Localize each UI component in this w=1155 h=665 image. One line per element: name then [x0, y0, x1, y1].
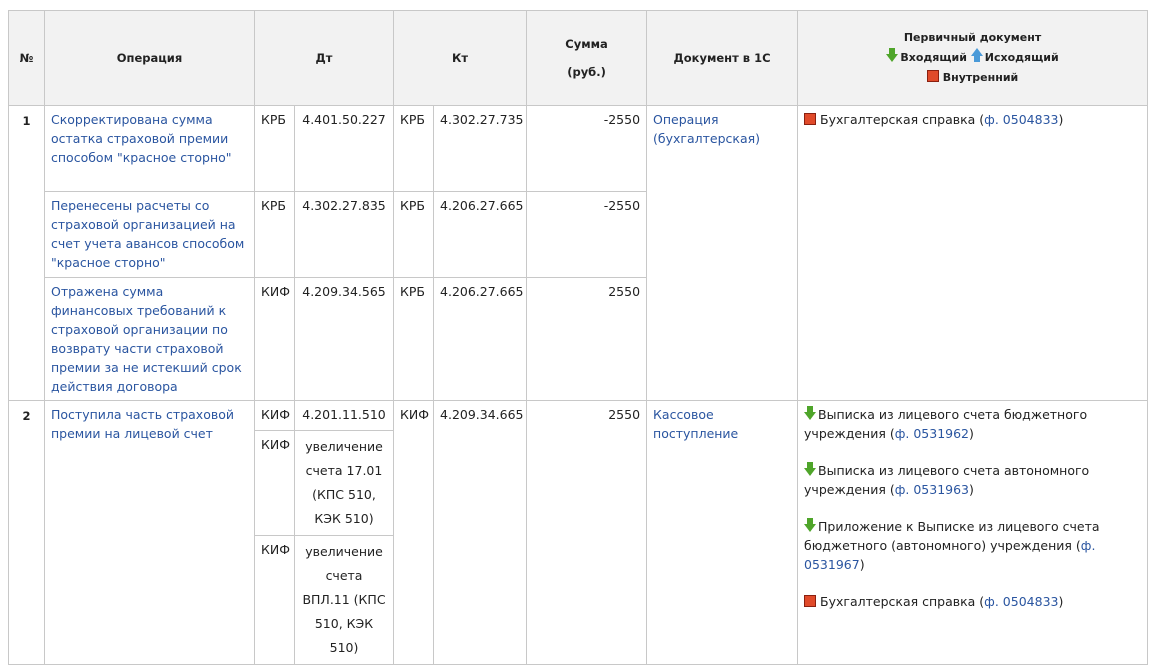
primary-doc-item: Бухгалтерская справка (ф. 0504833) — [804, 592, 1141, 611]
primary-docs-cell: Бухгалтерская справка (ф. 0504833) — [797, 105, 1149, 401]
header-sum-line1: Сумма — [565, 37, 608, 51]
operation-link[interactable]: Скорректирована сумма остатка страховой … — [51, 112, 232, 165]
header-dt: Дт — [253, 10, 395, 106]
primary-doc-item: Приложение к Выписке из лицевого счета б… — [804, 517, 1141, 574]
operation-cell: Поступила часть страховой премии на лице… — [44, 400, 255, 665]
table-row: 1 Скорректирована сумма остатка страхово… — [8, 105, 1149, 401]
operation-cell: Перенесены расчеты со страховой организа… — [44, 191, 255, 278]
dt-account: 4.401.50.227 — [293, 105, 395, 192]
primary-doc-text: Бухгалтерская справка ( — [820, 594, 985, 609]
form-link[interactable]: ф. 0504833 — [984, 112, 1059, 127]
primary-doc-text: Бухгалтерская справка ( — [820, 112, 985, 127]
table-row: КИФ увеличение счета 17.01 (КПС 510, КЭК… — [9, 430, 1148, 536]
primary-doc-text: Выписка из лицевого счета автономного уч… — [804, 463, 1090, 497]
dt-account: увеличение счета 17.01 (КПС 510, КЭК 510… — [293, 430, 395, 536]
arrow-down-icon — [804, 518, 817, 532]
table-row: Перенесены расчеты со страховой организа… — [9, 191, 1148, 278]
dt-account: 4.209.34.565 — [293, 277, 395, 401]
internal-doc-icon — [804, 595, 817, 607]
arrow-down-icon — [886, 48, 899, 62]
sum-cell: -2550 — [526, 191, 648, 278]
dt-account: 4.302.27.835 — [293, 191, 395, 278]
dt-type: КИФ — [254, 535, 295, 665]
primary-doc-item: Выписка из лицевого счета бюджетного учр… — [804, 405, 1141, 443]
legend-row: Входящий Исходящий — [804, 48, 1141, 68]
header-sum-line2: (руб.) — [567, 65, 606, 79]
header-primary-title: Первичный документ — [903, 31, 1042, 44]
operation-cell: Скорректирована сумма остатка страховой … — [44, 105, 255, 192]
form-link[interactable]: ф. 0531967 — [804, 538, 1096, 572]
dt-account: увеличение счета ВПЛ.11 (КПС 510, КЭК 51… — [293, 535, 395, 665]
table-row: 2 Поступила часть страховой премии на ли… — [8, 400, 1149, 665]
form-link[interactable]: ф. 0531963 — [894, 482, 970, 497]
legend-internal: Внутренний — [942, 71, 1019, 84]
internal-doc-icon — [804, 113, 817, 125]
operation-link[interactable]: Отражена сумма финансовых требований к с… — [51, 284, 242, 394]
kt-account: 4.209.34.665 — [433, 400, 528, 665]
header-operation: Операция — [44, 10, 255, 106]
legend-row-internal: Внутренний — [804, 68, 1141, 88]
sum-cell: 2550 — [526, 400, 648, 665]
form-link[interactable]: ф. 0504833 — [984, 594, 1059, 609]
form-link[interactable]: ф. 0531962 — [894, 426, 970, 441]
primary-docs-cell: Выписка из лицевого счета бюджетного учр… — [797, 400, 1149, 665]
dt-type: КРБ — [254, 105, 295, 192]
row-num: 1 — [8, 105, 45, 401]
doc1c-link[interactable]: Кассовое поступление — [653, 407, 739, 441]
kt-account: 4.206.27.665 — [433, 277, 528, 401]
kt-type: КРБ — [393, 277, 435, 401]
header-sum: Сумма (руб.) — [526, 10, 648, 106]
header-num: № — [8, 10, 45, 106]
legend-outgoing: Исходящий — [984, 51, 1059, 64]
primary-doc-item: Выписка из лицевого счета автономного уч… — [804, 461, 1141, 499]
primary-doc-tail: ) — [969, 482, 974, 497]
header-kt: Кт — [393, 10, 528, 106]
primary-doc-item: Бухгалтерская справка (ф. 0504833) — [804, 110, 1141, 129]
primary-doc-text: Приложение к Выписке из лицевого счета б… — [804, 519, 1100, 553]
row-num: 2 — [8, 400, 45, 665]
primary-doc-tail: ) — [1058, 594, 1064, 609]
operation-link[interactable]: Перенесены расчеты со страховой организа… — [51, 198, 245, 270]
header-doc1c: Документ в 1С — [646, 10, 799, 106]
sum-cell: -2550 — [526, 105, 648, 192]
doc1c-link[interactable]: Операция (бухгалтерская) — [653, 112, 761, 146]
dt-account: 4.201.11.510 — [293, 400, 395, 431]
kt-type: КИФ — [393, 400, 435, 665]
legend-incoming: Входящий — [900, 51, 967, 64]
arrow-up-icon — [970, 48, 983, 62]
dt-type: КИФ — [254, 400, 295, 431]
kt-type: КРБ — [393, 191, 435, 278]
header-primary: Первичный документ Входящий Исходящий Вн… — [797, 10, 1149, 106]
arrow-down-icon — [804, 462, 817, 476]
dt-type: КИФ — [254, 277, 295, 401]
primary-doc-text: Выписка из лицевого счета бюджетного учр… — [804, 407, 1088, 441]
kt-type: КРБ — [393, 105, 435, 192]
doc1c-cell: Операция (бухгалтерская) — [646, 105, 799, 401]
primary-doc-tail: ) — [969, 426, 974, 441]
primary-doc-tail: ) — [1058, 112, 1064, 127]
kt-account: 4.206.27.665 — [433, 191, 528, 278]
internal-doc-icon — [926, 70, 939, 82]
operation-link[interactable]: Поступила часть страховой премии на лице… — [51, 407, 234, 441]
sum-cell: 2550 — [526, 277, 648, 401]
operation-cell: Отражена сумма финансовых требований к с… — [44, 277, 255, 401]
doc1c-cell: Кассовое поступление — [646, 400, 799, 665]
dt-type: КИФ — [254, 430, 295, 536]
arrow-down-icon — [804, 406, 817, 420]
table-row: Отражена сумма финансовых требований к с… — [9, 277, 1148, 401]
operations-table: № Операция Дт Кт Сумма (руб.) Документ в… — [8, 10, 1149, 665]
dt-type: КРБ — [254, 191, 295, 278]
primary-doc-tail: ) — [859, 557, 865, 572]
kt-account: 4.302.27.735 — [433, 105, 528, 192]
